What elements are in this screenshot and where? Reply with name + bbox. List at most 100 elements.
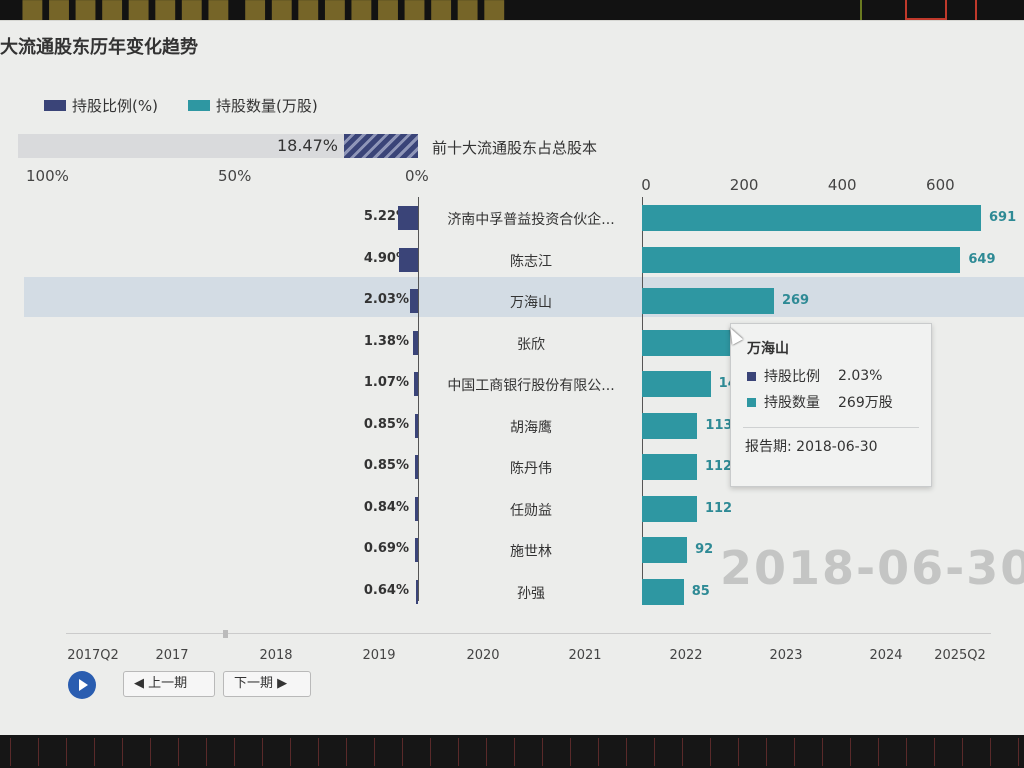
period-timeline[interactable] <box>66 630 991 644</box>
right-axis-tick-label: 200 <box>729 176 759 194</box>
background-tick <box>430 738 431 766</box>
legend-swatch-ratio <box>44 100 66 111</box>
background-tick <box>458 738 459 766</box>
ratio-bar[interactable] <box>398 206 418 230</box>
timeline-label[interactable]: 2023 <box>769 648 803 663</box>
timeline-label[interactable]: 2020 <box>466 648 500 663</box>
background-tick <box>318 738 319 766</box>
top10-percent: 18.47% <box>276 136 338 155</box>
shares-bar[interactable] <box>642 329 731 356</box>
shares-bar[interactable] <box>642 205 981 231</box>
holder-row[interactable]: 0.69% 施世林 92 <box>0 529 1024 569</box>
shares-bar[interactable] <box>642 288 774 314</box>
holder-row[interactable]: 4.90% 陈志江 649 <box>0 239 1024 279</box>
timeline-label[interactable]: 2017Q2 <box>67 648 119 663</box>
chart-legend: 持股比例(%) 持股数量(万股) <box>44 95 318 116</box>
top10-total-bar: 18.47% <box>18 134 418 158</box>
background-tick <box>94 738 95 766</box>
background-tick <box>654 738 655 766</box>
legend-label-shares: 持股数量(万股) <box>215 97 318 115</box>
holder-name: 济南中孚普益投资合伙企... <box>447 212 615 228</box>
ratio-bar[interactable] <box>415 538 418 562</box>
holder-name: 张欣 <box>517 336 545 353</box>
ratio-bar[interactable] <box>414 413 418 438</box>
background-line <box>860 0 862 24</box>
background-tick <box>906 738 907 766</box>
background-tick <box>822 738 823 766</box>
ratio-bar[interactable] <box>413 372 418 396</box>
holder-name: 孙强 <box>517 585 545 602</box>
legend-item-shares[interactable]: 持股数量(万股) <box>187 95 318 116</box>
timeline-thumb[interactable] <box>223 630 228 638</box>
background-tick <box>934 738 935 766</box>
right-axis-tick-label: 0 <box>641 176 651 194</box>
background-tick <box>262 738 263 766</box>
holder-row[interactable]: 0.85% 胡海鹰 113 <box>0 405 1024 445</box>
shares-bar[interactable] <box>642 495 697 522</box>
holder-name: 胡海鹰 <box>510 419 552 436</box>
ratio-bar[interactable] <box>414 455 418 479</box>
tooltip-row-ratio: 持股比例 2.03% <box>747 366 882 386</box>
legend-label-ratio: 持股比例(%) <box>72 97 158 115</box>
timeline-label[interactable]: 2018 <box>259 648 293 663</box>
shares-bar[interactable] <box>642 371 711 397</box>
prev-period-button[interactable]: ◀ 上一期 <box>123 671 215 697</box>
holder-name: 任勋益 <box>510 502 552 519</box>
legend-item-ratio[interactable]: 持股比例(%) <box>44 95 158 116</box>
background-tick <box>766 738 767 766</box>
timeline-label[interactable]: 2019 <box>362 648 396 663</box>
timeline-label[interactable]: 2022 <box>669 648 703 663</box>
ratio-value-label: 0.64% <box>363 582 409 598</box>
shares-bar[interactable] <box>642 578 684 605</box>
background-tick <box>710 738 711 766</box>
background-marker <box>905 0 947 20</box>
background-tick <box>542 738 543 766</box>
background-tick <box>66 738 67 766</box>
next-period-button[interactable]: 下一期 ▶ <box>223 671 311 697</box>
top10-bar-fill <box>344 134 418 158</box>
ratio-bar[interactable] <box>414 496 418 521</box>
tooltip-swatch-ratio <box>747 371 756 381</box>
tooltip-swatch-shares <box>747 397 756 407</box>
background-tick <box>122 738 123 766</box>
holder-row[interactable]: 1.07% 中国工商银行股份有限公... 14 <box>0 363 1024 403</box>
ratio-value-label: 4.90% <box>363 250 409 266</box>
background-tick <box>990 738 991 766</box>
shares-bar[interactable] <box>642 454 697 480</box>
timeline-label[interactable]: 2021 <box>568 648 602 663</box>
shares-bar[interactable] <box>642 246 961 273</box>
left-axis-tick-label: 100% <box>26 167 69 185</box>
background-tick <box>962 738 963 766</box>
ratio-bar[interactable] <box>415 579 418 604</box>
holder-name: 万海山 <box>510 295 552 311</box>
holder-row[interactable]: 0.84% 任勋益 112 <box>0 488 1024 528</box>
holder-row[interactable]: 5.22% 济南中孚普益投资合伙企... 691 <box>0 197 1024 237</box>
shares-bar[interactable] <box>642 537 688 563</box>
shares-value-label: 112 <box>704 500 733 516</box>
background-tick <box>178 738 179 766</box>
holder-row[interactable]: 2.03% 万海山 269 <box>0 280 1024 320</box>
row-highlight <box>24 277 1024 317</box>
background-tick <box>570 738 571 766</box>
background-tick <box>206 738 207 766</box>
right-axis-tick-label: 600 <box>926 176 955 194</box>
holder-row[interactable]: 0.64% 孙强 85 <box>0 571 1024 611</box>
background-tick <box>794 738 795 766</box>
timeline-label[interactable]: 2024 <box>869 648 903 663</box>
shares-bar[interactable] <box>642 412 698 439</box>
shares-value-label: 112 <box>704 459 733 474</box>
holder-row[interactable]: 0.85% 陈丹伟 112 <box>0 446 1024 486</box>
ratio-value-label: 0.85% <box>363 416 409 432</box>
holder-name: 中国工商银行股份有限公... <box>447 378 615 394</box>
ratio-bar[interactable] <box>412 330 418 355</box>
play-icon[interactable] <box>68 671 96 699</box>
background-tick <box>1018 738 1019 766</box>
background-tick <box>10 738 11 766</box>
timeline-label[interactable]: 2025Q2 <box>934 648 986 663</box>
background-tick <box>626 738 627 766</box>
ratio-bar[interactable] <box>399 247 418 272</box>
shares-value-label: 691 <box>989 210 1017 225</box>
timeline-label[interactable]: 2017 <box>155 648 189 663</box>
ratio-bar[interactable] <box>410 289 418 313</box>
holder-row[interactable]: 1.38% 张欣 <box>0 322 1024 362</box>
